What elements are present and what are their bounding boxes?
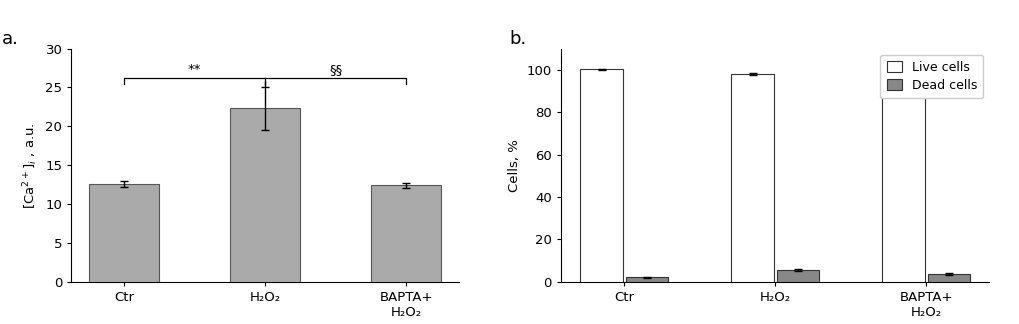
Bar	[731, 74, 773, 282]
Bar	[926, 274, 969, 282]
Text: **: **	[187, 63, 202, 76]
Bar	[89, 184, 159, 282]
Legend: Live cells, Dead cells: Live cells, Dead cells	[879, 55, 982, 98]
Text: a.: a.	[2, 30, 18, 48]
Y-axis label: Cells, %: Cells, %	[507, 139, 521, 192]
Bar	[229, 109, 301, 282]
Bar	[580, 69, 623, 282]
Y-axis label: [Ca$^{2+}$]$_i$ , a.u.: [Ca$^{2+}$]$_i$ , a.u.	[21, 122, 40, 209]
Text: b.: b.	[510, 30, 527, 48]
Bar	[775, 270, 818, 282]
Bar	[881, 71, 924, 282]
Bar	[371, 185, 441, 282]
Text: §§: §§	[329, 63, 342, 76]
Bar	[625, 277, 667, 282]
